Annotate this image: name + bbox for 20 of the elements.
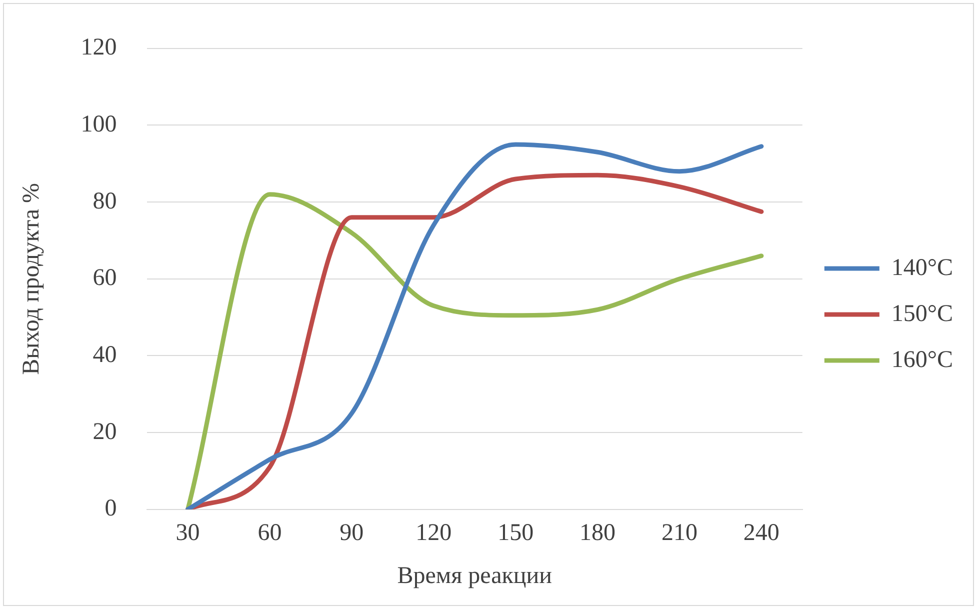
y-axis-title: Выход продукта % — [18, 182, 45, 375]
legend-label: 150°C — [891, 300, 954, 327]
y-tick-label: 120 — [80, 34, 117, 61]
x-tick-label: 210 — [661, 520, 698, 546]
legend-label: 160°C — [891, 346, 954, 373]
x-tick-label: 120 — [416, 520, 452, 546]
x-tick-label: 90 — [340, 520, 364, 546]
x-tick-label: 150 — [498, 520, 534, 546]
x-tick-label: 180 — [580, 520, 616, 546]
y-tick-label: 60 — [92, 265, 117, 292]
y-tick-label: 80 — [92, 188, 117, 214]
y-tick-label: 100 — [80, 112, 117, 138]
x-tick-label: 60 — [258, 520, 282, 546]
x-tick-label: 30 — [176, 520, 200, 546]
x-axis-title: Время реакции — [397, 562, 552, 589]
x-tick-label: 240 — [743, 520, 780, 546]
legend-label: 140°C — [891, 254, 954, 281]
y-tick-label: 20 — [92, 418, 117, 445]
y-tick-label: 40 — [92, 342, 117, 368]
y-tick-label: 0 — [104, 496, 117, 522]
